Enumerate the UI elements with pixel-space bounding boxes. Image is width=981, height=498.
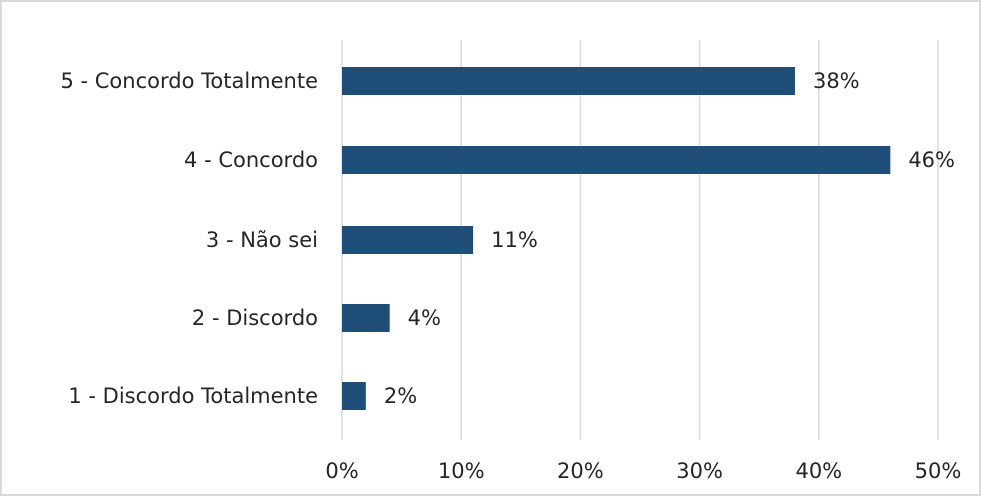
data-label: 11%	[491, 228, 538, 252]
data-label: 38%	[813, 69, 860, 93]
x-axis-tick-labels: 0% 10% 20% 30% 40% 50%	[325, 459, 961, 483]
bars	[342, 67, 891, 410]
bar	[342, 146, 891, 174]
category-label: 1 - Discordo Totalmente	[68, 384, 318, 408]
bar	[342, 67, 795, 95]
data-label: 46%	[908, 148, 955, 172]
x-tick-label: 10%	[438, 459, 485, 483]
data-labels: 38% 46% 11% 4% 2%	[384, 69, 955, 408]
x-tick-label: 50%	[915, 459, 962, 483]
bar	[342, 382, 366, 410]
category-label: 4 - Concordo	[184, 148, 318, 172]
category-label: 5 - Concordo Totalmente	[60, 69, 318, 93]
x-tick-label: 20%	[557, 459, 604, 483]
category-labels: 5 - Concordo Totalmente 4 - Concordo 3 - N…	[60, 69, 318, 408]
data-label: 2%	[384, 384, 417, 408]
x-tick-label: 40%	[795, 459, 842, 483]
data-label: 4%	[408, 306, 441, 330]
x-tick-label: 30%	[676, 459, 723, 483]
x-tick-label: 0%	[325, 459, 358, 483]
category-label: 2 - Discordo	[192, 306, 318, 330]
category-label: 3 - Não sei	[206, 228, 318, 252]
bar	[342, 226, 474, 254]
gridlines	[341, 40, 939, 440]
bar	[342, 304, 390, 332]
